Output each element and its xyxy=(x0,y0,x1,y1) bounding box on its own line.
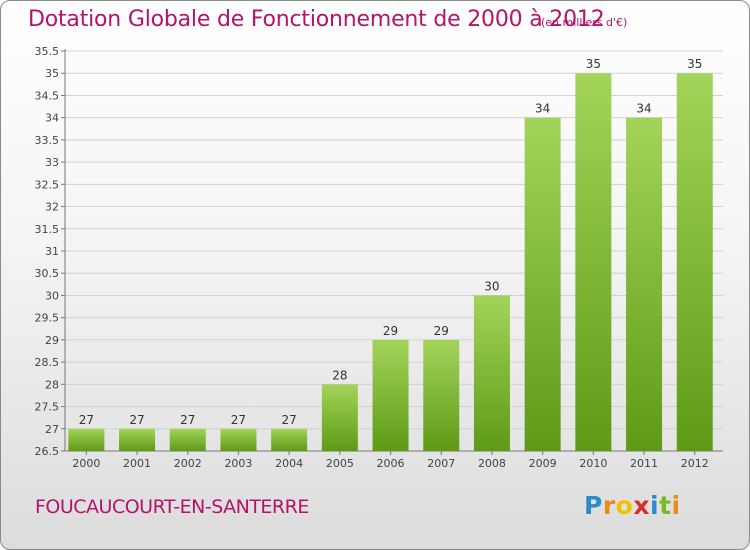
bar xyxy=(372,339,409,451)
x-tick-labels: 2000 2001 2002 2003 2004 2005 2006 2007 2008 2009… xyxy=(72,457,708,470)
data-label: 35 xyxy=(586,57,601,71)
commune-name: FOUCAUCOURT-EN-SANTERRE xyxy=(35,496,309,518)
bar xyxy=(423,339,460,451)
bar xyxy=(169,428,206,451)
logo-letter: i xyxy=(650,491,660,520)
bar xyxy=(271,428,308,451)
bar xyxy=(321,384,358,451)
bar xyxy=(473,295,510,451)
bar xyxy=(676,73,713,451)
y-tick-label: 35.5 xyxy=(35,45,60,58)
data-label: 34 xyxy=(535,102,550,116)
bars xyxy=(68,73,713,452)
x-tick-label: 2008 xyxy=(478,457,506,470)
y-tick-label: 29 xyxy=(45,334,59,347)
data-labels: 27 27 27 27 27 28 29 29 30 34 35 34 35 xyxy=(79,57,703,427)
y-tick-label: 28.5 xyxy=(35,356,60,369)
logo-letter: r xyxy=(602,491,616,520)
y-tick-label: 27.5 xyxy=(35,401,60,414)
data-label: 27 xyxy=(129,413,144,427)
chart-unit: (en milliers d'€) xyxy=(541,16,628,29)
y-tick-label: 29.5 xyxy=(35,312,60,325)
y-tick-label: 30 xyxy=(45,289,59,302)
y-tick-label: 34 xyxy=(45,112,59,125)
y-tick-label: 31.5 xyxy=(35,223,60,236)
data-label: 29 xyxy=(383,324,398,338)
bar xyxy=(119,428,156,451)
x-tick-label: 2000 xyxy=(72,457,100,470)
bar xyxy=(626,117,663,452)
data-label: 29 xyxy=(434,324,449,338)
data-label: 27 xyxy=(79,413,94,427)
x-tick-label: 2010 xyxy=(579,457,607,470)
y-tick-label: 28 xyxy=(45,378,59,391)
y-tick-label: 27 xyxy=(45,423,59,436)
logo-letter: x xyxy=(633,491,650,520)
y-tick-label: 32 xyxy=(45,201,59,214)
data-label: 28 xyxy=(332,368,347,382)
logo-letter: t xyxy=(659,491,672,520)
data-label: 35 xyxy=(687,57,702,71)
y-tick-label: 32.5 xyxy=(35,178,60,191)
data-label: 34 xyxy=(636,102,651,116)
chart-title: Dotation Globale de Fonctionnement de 20… xyxy=(28,7,605,32)
y-tick-label: 31 xyxy=(45,245,59,258)
x-tick-label: 2011 xyxy=(630,457,658,470)
x-tick-label: 2006 xyxy=(377,457,405,470)
data-label: 27 xyxy=(180,413,195,427)
y-tick-labels: 26.5 27 27.5 28 28.5 29 29.5 30 30.5 31 31.5 32 32.5… xyxy=(35,45,60,458)
logo-letter: o xyxy=(615,491,634,520)
y-tick-label: 33.5 xyxy=(35,134,60,147)
data-label: 30 xyxy=(484,279,499,293)
y-tick-label: 33 xyxy=(45,156,59,169)
logo-letter: i xyxy=(671,491,681,520)
bar xyxy=(68,428,105,451)
x-tick-label: 2009 xyxy=(529,457,557,470)
proxiti-logo: Proxiti xyxy=(584,491,681,520)
y-tick-label: 26.5 xyxy=(35,445,60,458)
y-tick-label: 34.5 xyxy=(35,89,60,102)
x-tick-label: 2007 xyxy=(427,457,455,470)
x-tick-label: 2012 xyxy=(681,457,709,470)
x-tick-label: 2004 xyxy=(275,457,303,470)
bar xyxy=(524,117,561,452)
x-tick-label: 2002 xyxy=(174,457,202,470)
x-tick-label: 2005 xyxy=(326,457,354,470)
x-tick-label: 2003 xyxy=(224,457,252,470)
bar xyxy=(220,428,257,451)
x-tick-label: 2001 xyxy=(123,457,151,470)
data-label: 27 xyxy=(231,413,246,427)
bar xyxy=(575,73,612,451)
y-tick-label: 35 xyxy=(45,67,59,80)
logo-letter: P xyxy=(584,491,603,520)
y-tick-label: 30.5 xyxy=(35,267,60,280)
data-label: 27 xyxy=(282,413,297,427)
